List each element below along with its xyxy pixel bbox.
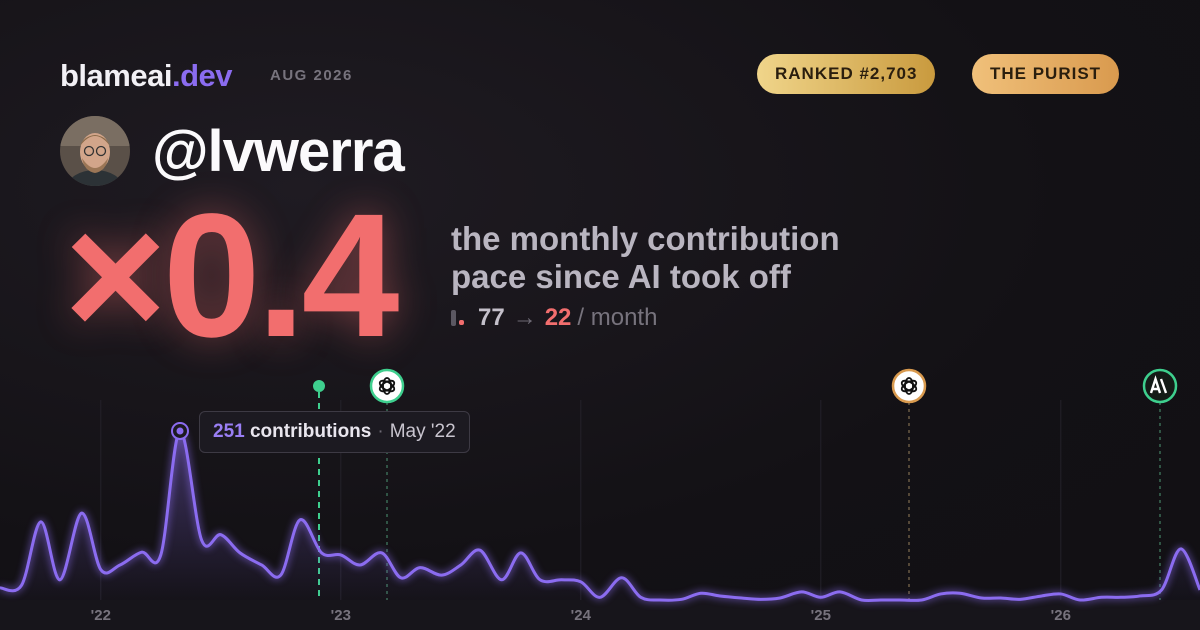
- axis-band: [0, 600, 1200, 630]
- anthropic-icon: [1142, 368, 1178, 404]
- pace-before: 77: [478, 304, 505, 331]
- tooltip-separator: ·: [377, 421, 384, 442]
- avatar-image: [60, 116, 130, 186]
- line: [0, 429, 1200, 603]
- tooltip-label: contributions: [249, 421, 372, 442]
- arrow: →: [512, 304, 537, 331]
- brand: blameai.dev: [60, 58, 232, 94]
- unit: / month: [577, 304, 658, 331]
- openai-icon: [369, 368, 405, 404]
- area: [0, 430, 1200, 601]
- x-tick-label: '22: [91, 607, 111, 624]
- event-dot: [313, 380, 325, 392]
- rank-badge: RANKED #2,703: [757, 54, 936, 94]
- persona-badge: THE PURIST: [972, 54, 1120, 94]
- x-tick-label: '26: [1051, 607, 1071, 624]
- events: [313, 368, 1178, 600]
- caption: the monthly contribution: [451, 220, 840, 257]
- icon: [459, 320, 464, 325]
- tooltip-date: May '22: [389, 421, 456, 442]
- tooltip: 251 contributions · May '22: [199, 411, 470, 453]
- pace-change: 77 → 22/ month: [451, 304, 657, 332]
- brand-suffix: .dev: [171, 58, 233, 93]
- x-tick-label: '24: [571, 607, 592, 624]
- x-tick-label: '25: [811, 607, 831, 624]
- username: @lvwerra: [152, 119, 405, 184]
- highlight-core: [176, 427, 184, 435]
- pace-multiplier: ×0.4: [64, 178, 399, 374]
- x-tick-label: '23: [331, 607, 351, 624]
- report-date: AUG 2026: [270, 67, 353, 84]
- brand-name: blameai: [60, 58, 172, 93]
- caption: pace since AI took off: [451, 258, 791, 295]
- tooltip-value: 251: [213, 421, 245, 442]
- icon: [451, 310, 456, 326]
- pace-after: 22: [544, 304, 572, 331]
- avatar: [60, 116, 130, 186]
- openai-icon: [891, 368, 927, 404]
